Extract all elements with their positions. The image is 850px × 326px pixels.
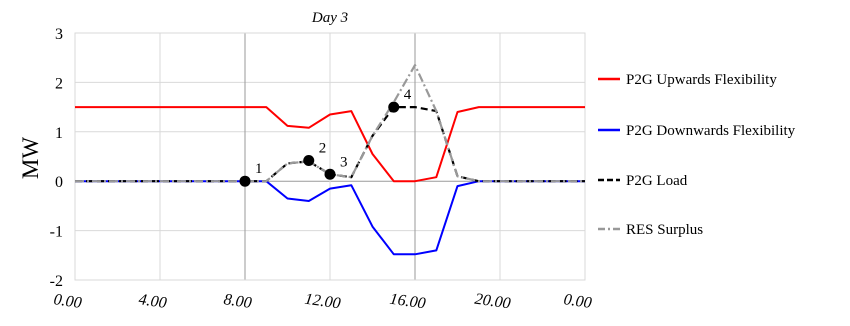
plot-frame: [74, 32, 586, 281]
legend-label: P2G Upwards Flexibility: [626, 72, 777, 88]
annotation-label: 4: [404, 87, 412, 103]
y-tick-label: -2: [50, 273, 63, 290]
x-tick-label: 20.00: [474, 291, 512, 313]
chart-title: Day 3: [311, 10, 348, 26]
x-tick-label: 8.00: [223, 291, 253, 312]
y-tick-label: 0: [55, 174, 63, 191]
y-tick-label: 3: [55, 26, 63, 43]
x-tick-label: 0.00: [563, 291, 593, 312]
annotation-marker: [239, 175, 251, 187]
y-tick-label: 2: [55, 75, 63, 92]
x-tick-label: 4.00: [138, 291, 168, 312]
legend-label: P2G Load: [626, 173, 688, 189]
x-tick-label: 0.00: [53, 291, 83, 312]
x-tick-label: 12.00: [304, 291, 342, 313]
annotation-label: 1: [255, 161, 263, 177]
legend-label: RES Surplus: [626, 222, 703, 238]
legend-label: P2G Downwards Flexibility: [626, 123, 796, 139]
series-line-1: [75, 106, 585, 183]
annotation-label: 2: [319, 140, 327, 156]
y-tick-label: -1: [50, 224, 63, 241]
annotation-marker: [303, 154, 315, 166]
x-tick-label: 16.00: [389, 291, 427, 313]
annotation-label: 3: [340, 154, 348, 170]
annotation-marker: [388, 101, 400, 113]
annotation-marker: [324, 168, 336, 180]
y-tick-label: 1: [55, 125, 63, 142]
series-line-4: [75, 63, 585, 183]
y-axis-label: MW: [18, 137, 43, 179]
